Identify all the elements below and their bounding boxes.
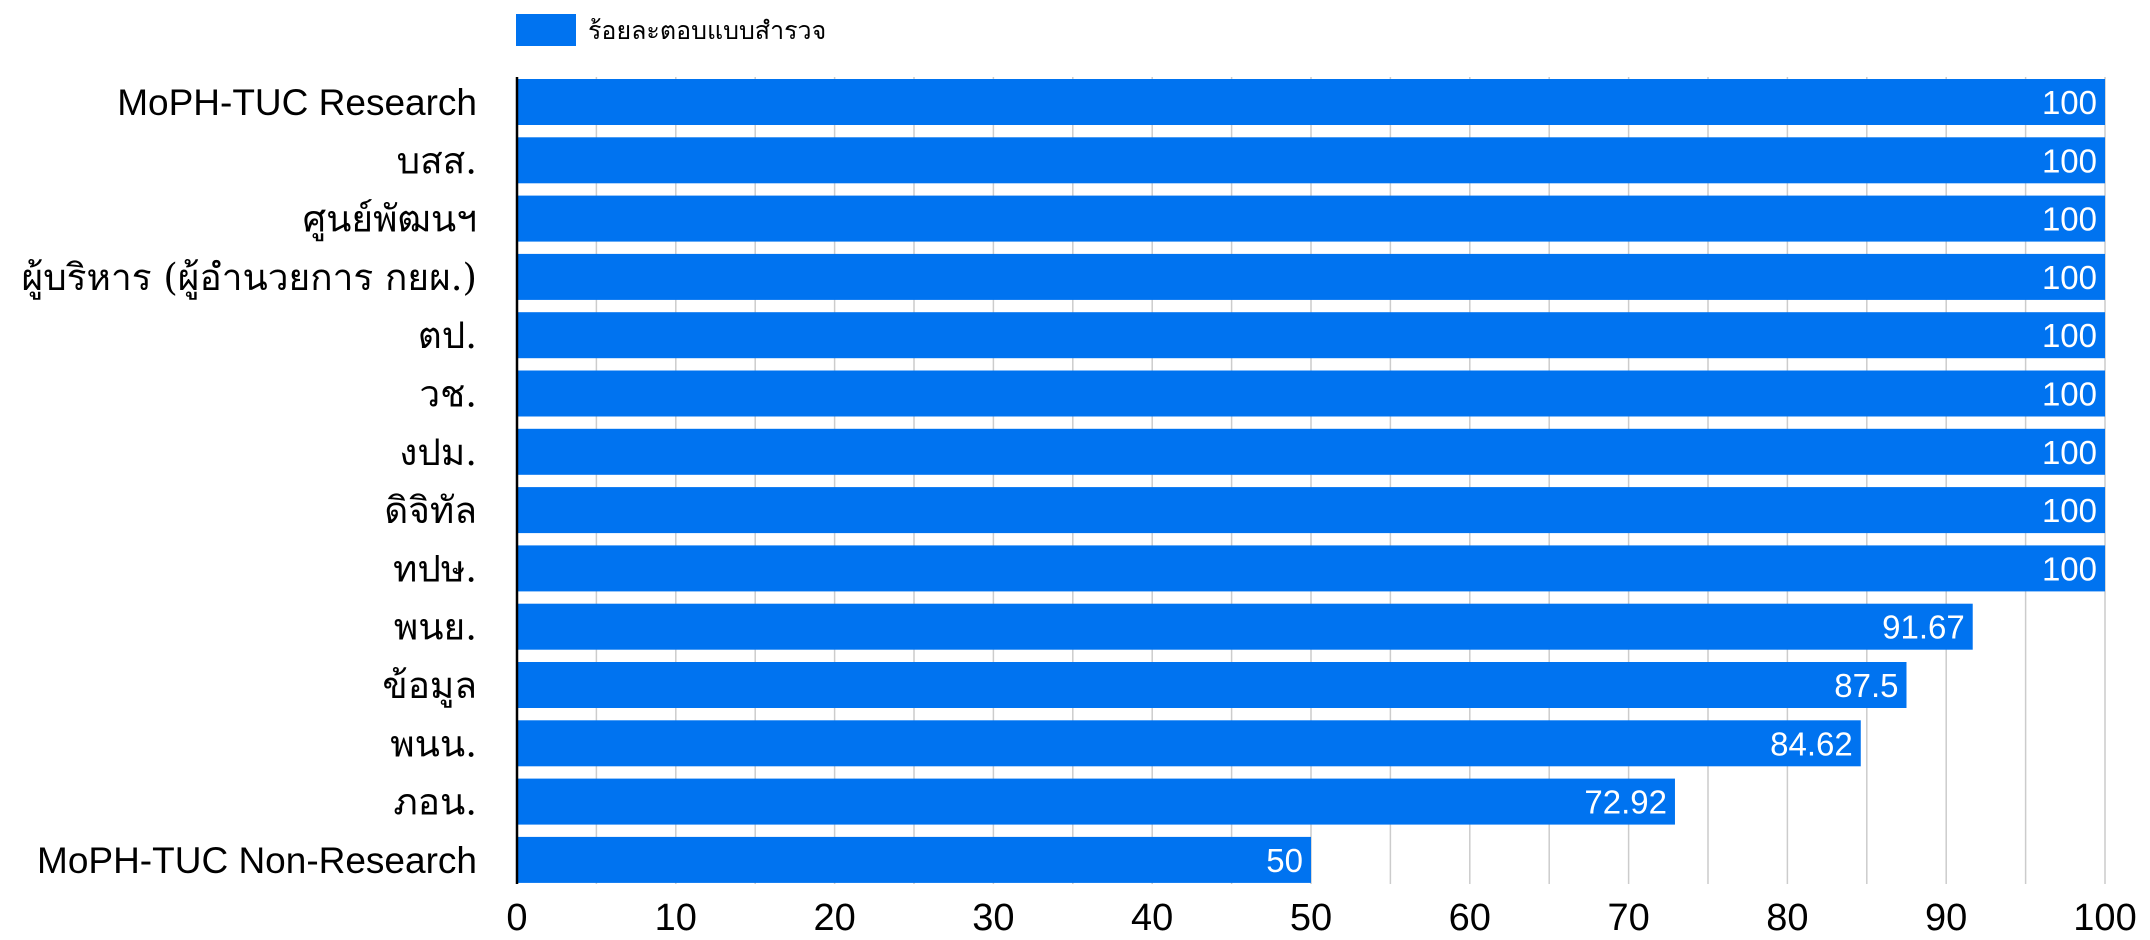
bars [517,79,2105,883]
data-label: 100 [2042,201,2097,238]
category-label: ตป. [418,314,477,357]
category-label: งปม. [399,431,477,474]
legend: ร้อยละตอบแบบสำรวจ [516,14,826,46]
data-label: 72.92 [1584,784,1667,821]
x-tick-label: 30 [972,897,1014,939]
category-label: ภอน. [393,781,477,824]
x-tick-label: 70 [1607,897,1649,939]
x-tick-label: 80 [1766,897,1808,939]
x-tick-label: 90 [1925,897,1967,939]
x-axis-tick-labels: 0 10 20 30 40 50 60 70 80 90 100 [506,897,2136,939]
bar [517,545,2105,592]
bar [517,370,2105,417]
category-label: MoPH-TUC Non-Research [37,840,477,881]
category-label: วช. [419,373,477,416]
x-tick-label: 40 [1131,897,1173,939]
data-label: 100 [2042,550,2097,587]
x-tick-label: 50 [1290,897,1332,939]
bar [517,428,2105,475]
data-label: 100 [2042,259,2097,296]
bar [517,603,1973,650]
category-label: ศูนย์พัฒนฯ [303,198,477,242]
bar [517,195,2105,242]
category-label: พนน. [390,722,477,765]
legend-label: ร้อยละตอบแบบสำรวจ [588,16,826,45]
data-label: 91.67 [1882,609,1965,646]
category-label: MoPH-TUC Research [117,82,477,123]
data-label: 84.62 [1770,725,1853,762]
bar [517,662,1907,708]
x-tick-label: 20 [813,897,855,939]
bar [517,836,1311,883]
data-label: 100 [2042,142,2097,179]
data-label: 87.5 [1834,667,1898,704]
bar [517,487,2105,534]
x-tick-label: 100 [2073,897,2136,939]
category-label: ทปษ. [393,547,477,590]
bar [517,778,1675,825]
legend-swatch [516,14,576,46]
data-label: 100 [2042,492,2097,529]
data-label: 50 [1266,842,1303,879]
category-label: พนย. [394,606,477,649]
bar [517,137,2105,184]
bar [517,79,2105,125]
category-label: ผู้บริหาร (ผู้อำนวยการ กยผ.) [22,256,477,300]
bar [517,720,1861,767]
category-label: บสส. [397,139,477,182]
data-label: 100 [2042,434,2097,471]
category-label: ดิจิทัล [384,489,477,532]
data-label: 100 [2042,317,2097,354]
data-labels: 100 100 100 100 100 100 100 100 100 91.67 87.5 84.6… [1266,84,2097,879]
data-label: 100 [2042,84,2097,121]
data-label: 100 [2042,376,2097,413]
x-tick-label: 10 [655,897,697,939]
bar [517,253,2105,300]
category-labels: MoPH-TUC Research บสส. ศูนย์พัฒนฯผู้บริหาร… [22,82,477,881]
x-tick-label: 0 [506,897,527,939]
x-tick-label: 60 [1449,897,1491,939]
category-label: ข้อมูล [382,664,477,708]
bar [517,312,2105,359]
